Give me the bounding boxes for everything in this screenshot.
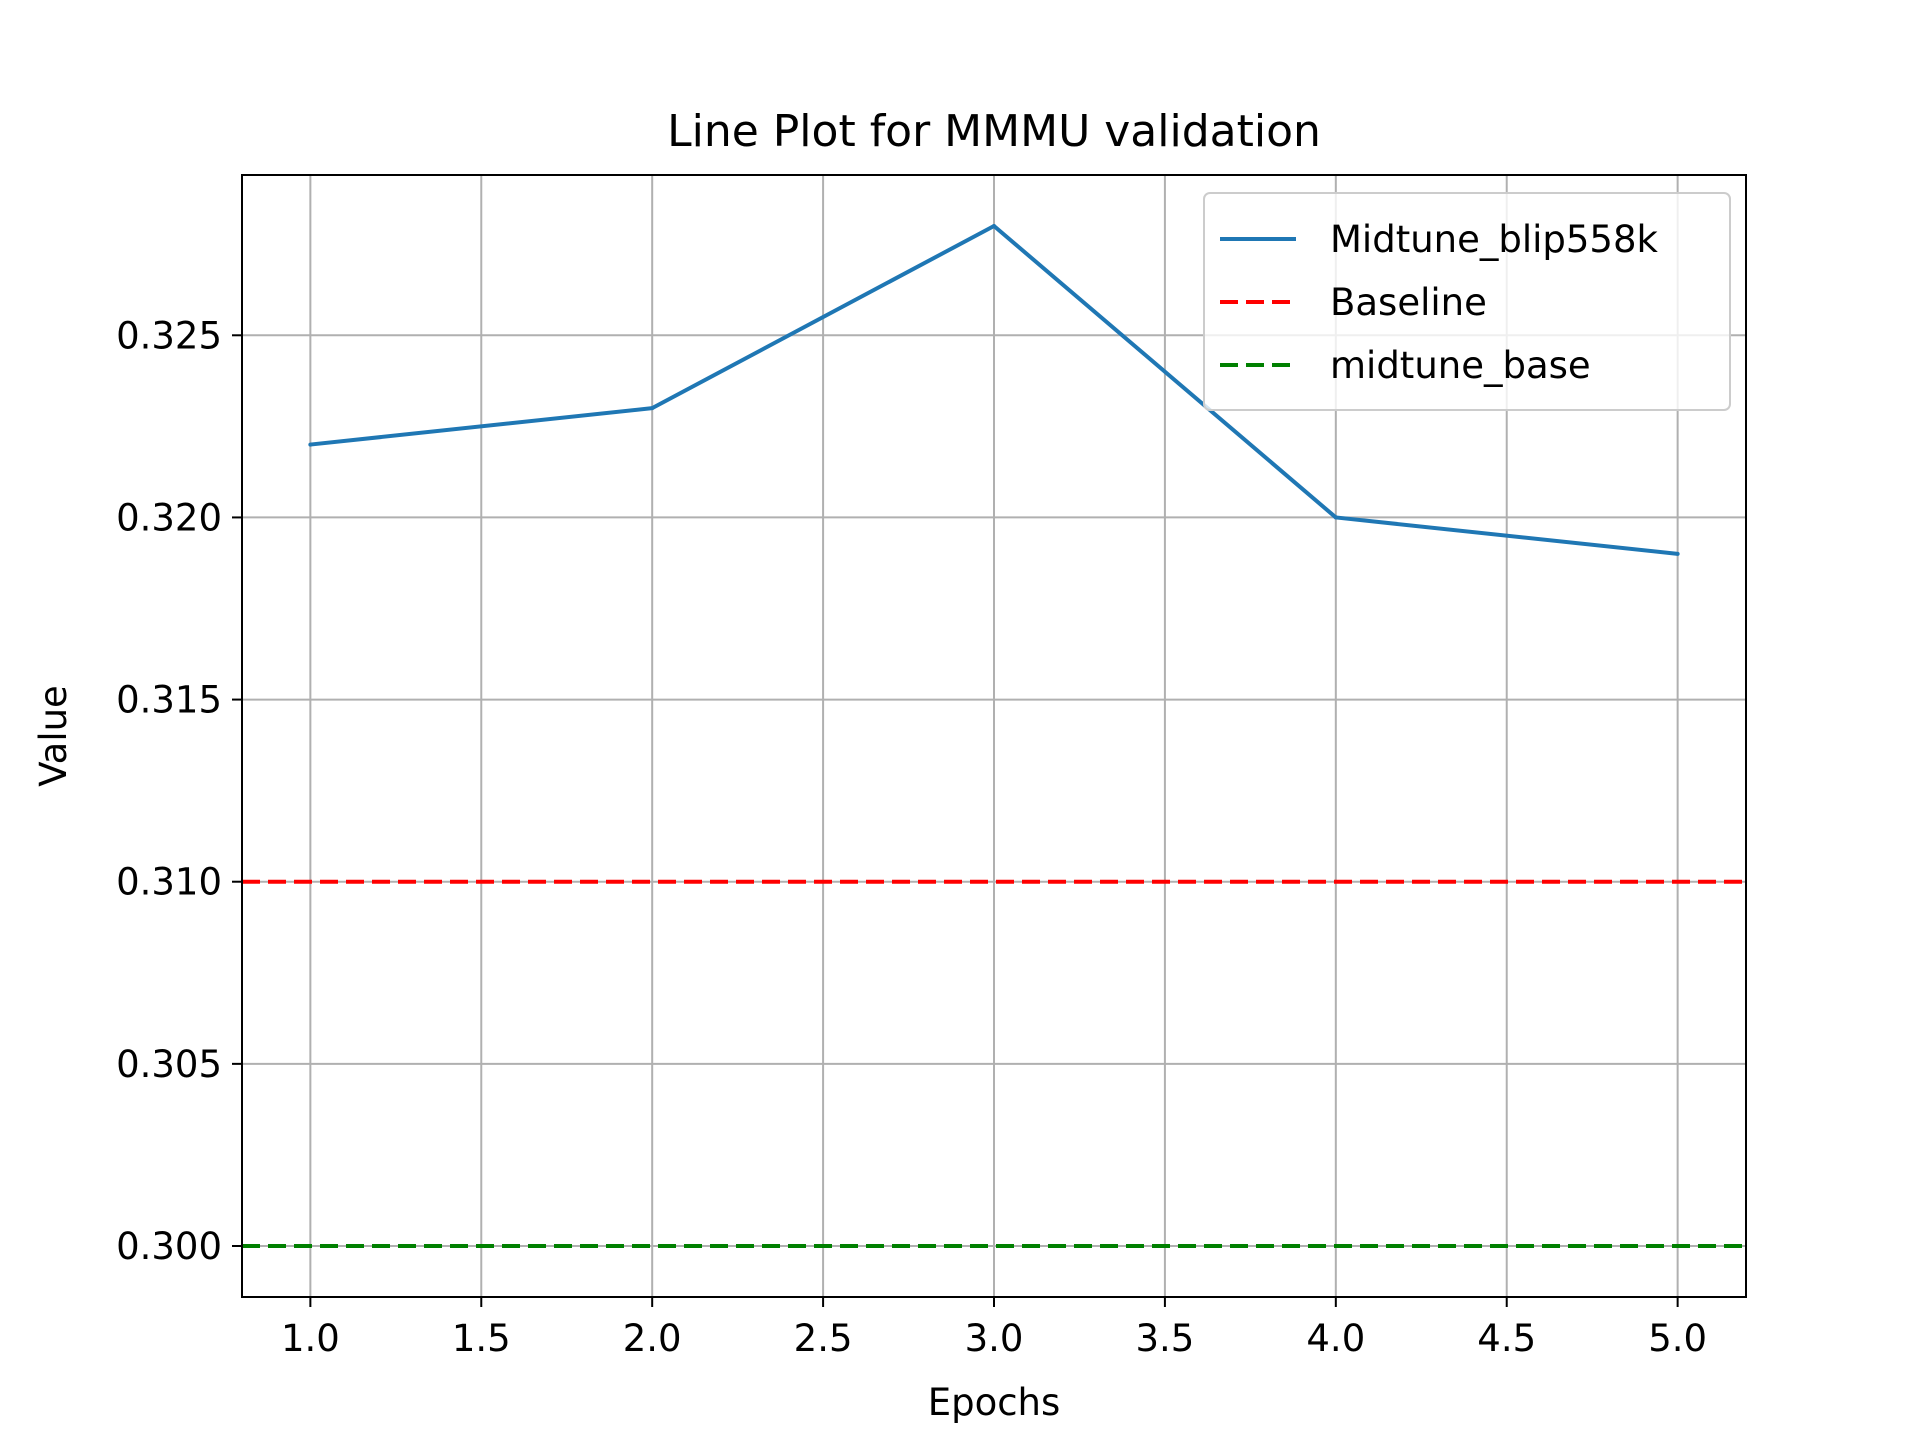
y-tick-label: 0.310 <box>116 861 222 904</box>
legend-box <box>1203 192 1731 411</box>
chart-title: Line Plot for MMMU validation <box>667 106 1321 157</box>
data-point <box>1333 515 1338 520</box>
x-tick-label: 2.0 <box>623 1317 682 1360</box>
x-tick-label: 1.5 <box>452 1317 511 1360</box>
x-tick-label: 4.0 <box>1306 1317 1365 1360</box>
legend-label: midtune_base <box>1330 344 1591 387</box>
series-lines <box>308 224 1680 556</box>
legend: Midtune_blip558k Baseline midtune_base <box>1203 192 1731 411</box>
y-axis-label: Value <box>32 685 75 787</box>
data-point <box>650 406 655 411</box>
x-tick-label: 1.0 <box>281 1317 340 1360</box>
y-tick-label: 0.320 <box>116 496 222 539</box>
x-tick-label: 2.5 <box>794 1317 853 1360</box>
reference-lines <box>242 879 1746 1248</box>
y-tick-label: 0.300 <box>116 1225 222 1268</box>
x-axis-label: Epochs <box>928 1381 1061 1424</box>
legend-label: Midtune_blip558k <box>1330 218 1659 261</box>
data-point <box>992 224 996 228</box>
legend-label: Baseline <box>1330 281 1487 324</box>
y-tick-label: 0.315 <box>116 679 222 722</box>
y-tick-label: 0.305 <box>116 1043 222 1086</box>
x-axis-ticks: 1.0 1.5 2.0 2.5 3.0 3.5 4.0 4.5 5.0 <box>281 1297 1707 1360</box>
y-tick-label: 0.325 <box>116 314 222 357</box>
x-tick-label: 3.0 <box>965 1317 1024 1360</box>
x-tick-label: 3.5 <box>1135 1317 1194 1360</box>
x-tick-label: 5.0 <box>1648 1317 1707 1360</box>
data-point <box>308 442 313 447</box>
data-point <box>1675 551 1680 556</box>
y-axis-ticks: 0.300 0.305 0.310 0.315 0.320 0.325 <box>116 314 242 1268</box>
x-tick-label: 4.5 <box>1477 1317 1536 1360</box>
